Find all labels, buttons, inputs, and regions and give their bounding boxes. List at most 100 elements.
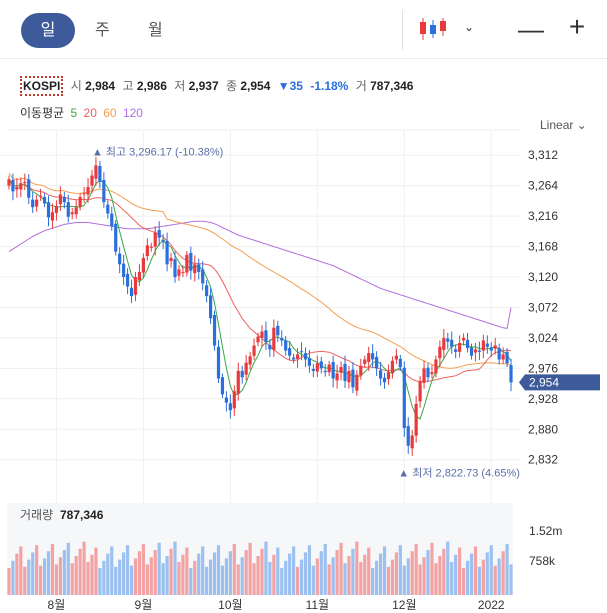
candle-body: [46, 202, 51, 218]
volume-bar: [39, 565, 43, 595]
candle-body: [189, 252, 193, 271]
tab-week[interactable]: 주: [95, 22, 110, 39]
candle-body: [35, 199, 39, 207]
candle-body: [27, 179, 31, 198]
candle-body: [74, 207, 78, 215]
volume-panel-label: 거래량: [20, 508, 53, 522]
chevron-down-icon[interactable]: ⌄: [464, 20, 475, 34]
volume-bar: [501, 551, 505, 595]
volume-bar: [497, 558, 501, 595]
candle-body: [438, 346, 442, 359]
volume-bar: [149, 557, 153, 595]
candle-body: [122, 263, 126, 278]
current-price-badge: [519, 374, 600, 391]
candle-body: [62, 197, 66, 203]
volume-bar: [27, 559, 31, 595]
volume-bar: [169, 548, 173, 595]
ma-120[interactable]: 120: [122, 106, 143, 120]
volume-bar: [66, 542, 70, 595]
y-tick-label: 3,168: [528, 240, 558, 254]
volume-bar: [94, 547, 98, 595]
volume-bar: [382, 546, 387, 595]
candle-body: [125, 273, 130, 287]
ma-5[interactable]: 5: [70, 106, 78, 120]
volume-bar: [477, 566, 481, 595]
candle-body: [248, 356, 252, 365]
volume-bar: [129, 565, 134, 595]
candle-body: [161, 239, 165, 242]
volume-bar: [359, 562, 363, 595]
volume-bar: [46, 551, 51, 595]
volume-bar: [406, 558, 410, 595]
volume-bar: [19, 546, 23, 595]
tab-day[interactable]: 일: [21, 13, 75, 48]
volume-bar: [137, 551, 142, 595]
ma20-line: [8, 179, 512, 383]
volume-bar: [292, 546, 296, 595]
candle-body: [264, 330, 268, 342]
volume-bar: [398, 545, 402, 595]
candle-body: [465, 339, 470, 349]
candle-body: [31, 199, 35, 208]
candle-body: [232, 391, 236, 409]
volume-bar: [90, 554, 94, 595]
candle-body: [133, 277, 138, 295]
candle-body: [212, 315, 217, 346]
candle-body: [331, 362, 335, 379]
candle-body: [110, 213, 114, 227]
volume-bar: [102, 560, 106, 595]
candlestick-icon[interactable]: [418, 16, 448, 42]
x-tick-label: 12월: [392, 598, 416, 612]
volume-bar: [339, 542, 343, 595]
candle-body: [220, 377, 225, 395]
candle-body: [390, 360, 395, 374]
candle-body: [153, 232, 157, 247]
min-annotation: ▲ 최저 2,822.73 (4.65%): [398, 467, 520, 480]
zoom-in-button[interactable]: +: [568, 11, 586, 42]
candle-body: [169, 257, 173, 262]
volume-bar: [311, 565, 315, 595]
candle-body: [284, 340, 288, 351]
volume-bar: [11, 560, 15, 595]
candle-body: [236, 370, 240, 394]
volume-bar: [450, 562, 454, 595]
volume-bar: [177, 562, 181, 595]
volume-bar: [7, 568, 11, 595]
open-label: 시: [70, 79, 82, 93]
volume-bar: [98, 568, 102, 595]
candle-body: [398, 358, 402, 368]
moving-average-legend: 이동평균 5 20 60 120: [20, 104, 146, 121]
volume-bar: [31, 552, 35, 595]
candle-body: [205, 285, 209, 297]
volume-bar: [469, 553, 474, 595]
ma-60[interactable]: 60: [103, 106, 117, 120]
candle-body: [414, 403, 418, 436]
candle-body: [509, 365, 513, 383]
candle-body: [201, 269, 205, 284]
volume-bar: [58, 557, 62, 595]
zoom-out-button[interactable]: —: [518, 14, 544, 44]
candle-body: [157, 230, 161, 238]
candle-body: [442, 337, 446, 350]
candle-body: [402, 367, 406, 428]
candle-body: [39, 195, 43, 197]
volume-bar: [473, 546, 478, 595]
candle-body: [224, 397, 228, 403]
candle-body: [268, 344, 272, 350]
symbol-label[interactable]: KOSPI: [20, 76, 64, 96]
volume-bar: [351, 548, 355, 595]
volume-bar: [118, 559, 122, 595]
candle-body: [343, 363, 347, 382]
volume-bar: [62, 550, 66, 595]
tab-month[interactable]: 월: [148, 22, 163, 39]
volume-bar: [272, 554, 276, 595]
volume-bar: [430, 542, 434, 595]
scale-selector[interactable]: Linear ⌄: [540, 118, 587, 132]
volume-bar: [363, 554, 367, 595]
ma-20[interactable]: 20: [83, 106, 97, 120]
candle-body: [347, 370, 351, 383]
y-tick-label: 3,312: [528, 148, 558, 162]
volume-bar: [280, 568, 284, 595]
volume-bar: [390, 559, 395, 595]
